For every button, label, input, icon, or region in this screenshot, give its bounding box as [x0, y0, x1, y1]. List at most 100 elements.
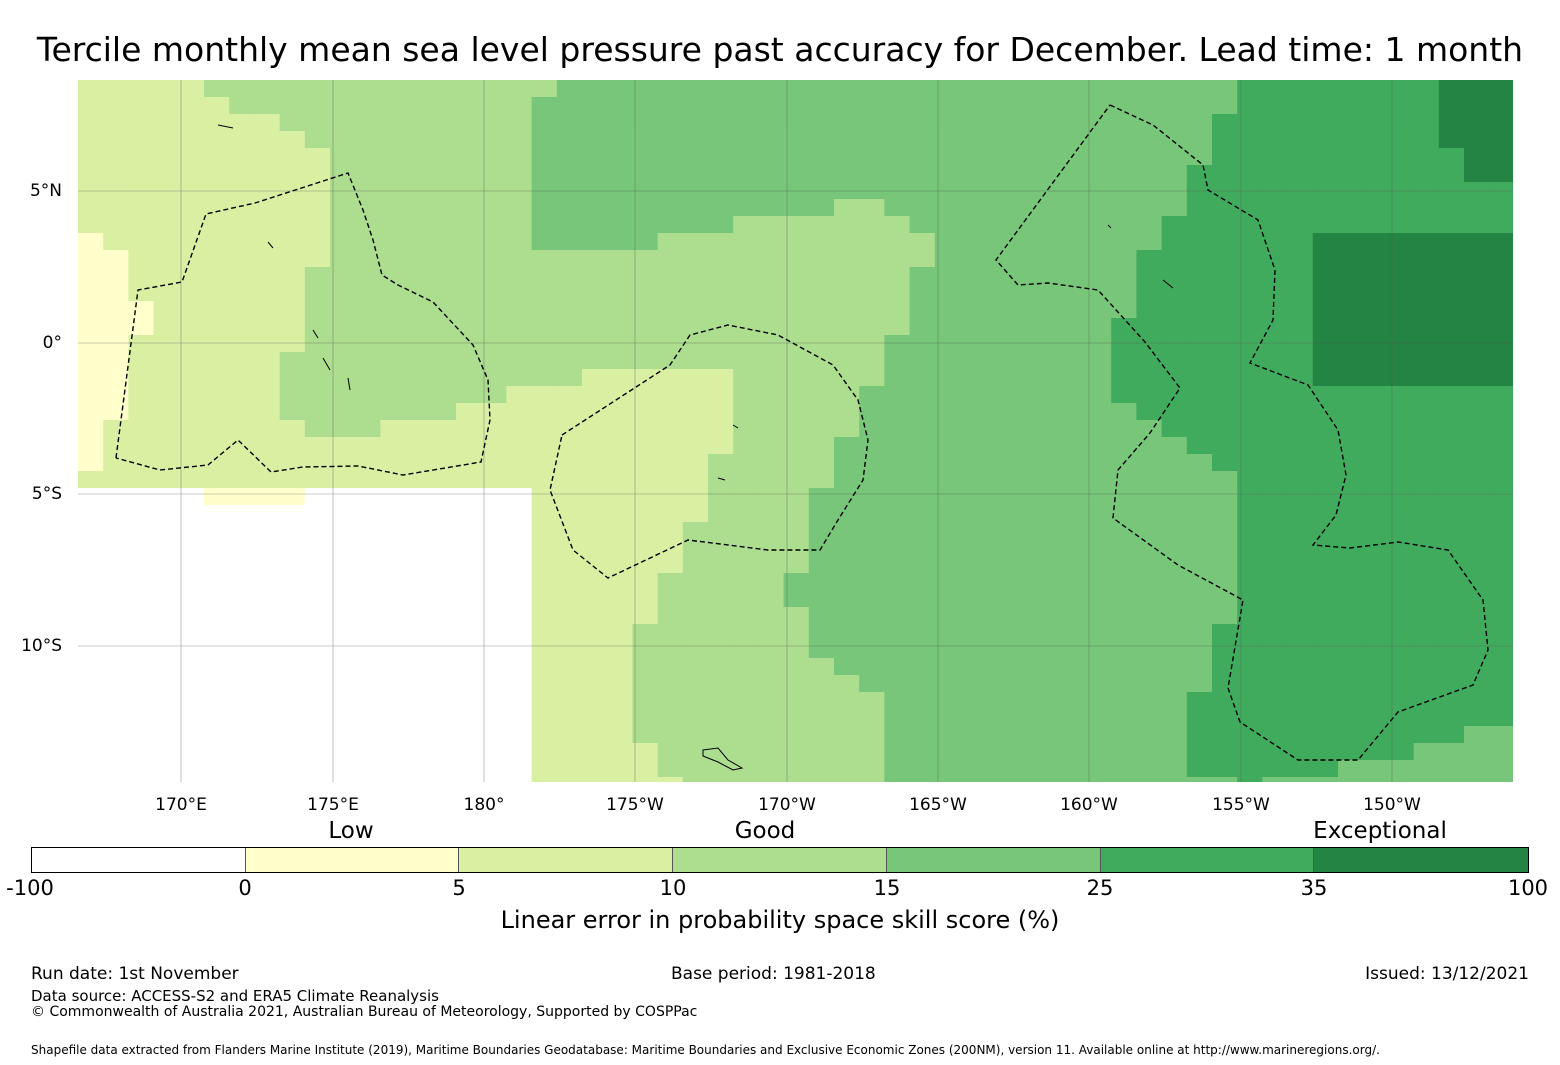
grid-cell	[1136, 97, 1163, 115]
grid-cell	[884, 539, 911, 557]
grid-cell	[153, 692, 180, 710]
grid-cell	[934, 233, 961, 251]
grid-cell	[103, 624, 129, 642]
grid-cell	[985, 301, 1011, 319]
grid-cell	[153, 301, 180, 319]
grid-cell	[405, 148, 432, 166]
grid-cell	[103, 80, 129, 98]
grid-cell	[1186, 556, 1213, 574]
grid-cell	[456, 488, 482, 506]
grid-cell	[1035, 641, 1062, 659]
grid-cell	[103, 352, 129, 370]
grid-cell	[456, 80, 482, 98]
grid-cell	[909, 777, 936, 782]
grid-cell	[985, 658, 1011, 676]
grid-cell	[1161, 522, 1188, 540]
grid-cell	[1237, 539, 1263, 557]
grid-cell	[708, 760, 734, 778]
grid-cell	[1161, 760, 1188, 778]
grid-cell	[178, 318, 205, 336]
grid-cell	[733, 437, 759, 455]
grid-cell	[1010, 369, 1037, 387]
grid-cell	[758, 624, 785, 642]
grid-cell	[1086, 114, 1112, 132]
grid-cell	[254, 607, 281, 625]
grid-cell	[380, 233, 407, 251]
coastlines	[217, 124, 1174, 771]
grid-cell	[178, 165, 205, 183]
grid-cell	[934, 216, 961, 234]
grid-cell	[985, 488, 1011, 506]
grid-cell	[254, 80, 281, 98]
grid-cell	[481, 233, 507, 251]
grid-cell	[909, 420, 936, 438]
grid-cell	[1464, 420, 1490, 438]
grid-cell	[1388, 454, 1415, 472]
grid-cell	[1161, 114, 1188, 132]
grid-cell	[758, 709, 785, 727]
grid-cell	[582, 165, 608, 183]
grid-cell	[506, 641, 533, 659]
grid-cell	[682, 573, 709, 591]
grid-cell	[859, 318, 885, 336]
grid-cell	[204, 607, 230, 625]
grid-cell	[128, 80, 155, 98]
grid-cell	[380, 590, 407, 608]
grid-cell	[783, 760, 810, 778]
grid-cell	[1136, 692, 1163, 710]
grid-cell	[1338, 216, 1364, 234]
grid-cell	[481, 437, 507, 455]
grid-cell	[556, 437, 583, 455]
grid-cell	[506, 488, 533, 506]
grid-cell	[1438, 505, 1465, 523]
grid-cell	[531, 284, 558, 302]
grid-cell	[1287, 284, 1314, 302]
grid-cell	[531, 743, 558, 761]
grid-cell	[657, 437, 684, 455]
grid-cell	[1010, 624, 1037, 642]
grid-cell	[279, 437, 306, 455]
grid-cell	[405, 726, 432, 744]
grid-cell	[1136, 318, 1163, 336]
grid-cell	[758, 301, 785, 319]
grid-cell	[279, 284, 306, 302]
eez-tokelau	[549, 324, 869, 579]
grid-cell	[1262, 641, 1289, 659]
grid-cell	[682, 233, 709, 251]
grid-cell	[481, 250, 507, 268]
grid-cell	[1363, 590, 1389, 608]
grid-cell	[1388, 216, 1415, 234]
grid-cell	[153, 658, 180, 676]
grid-cell	[1388, 420, 1415, 438]
grid-cell	[682, 80, 709, 98]
grid-cell	[1413, 335, 1440, 353]
lat-label-10s: 10°S	[21, 636, 62, 656]
grid-cell	[405, 658, 432, 676]
grid-cell	[632, 369, 659, 387]
grid-cell	[808, 505, 835, 523]
grid-cell	[430, 335, 457, 353]
grid-cell	[1136, 386, 1163, 404]
grid-cell	[481, 709, 507, 727]
grid-cell	[78, 97, 104, 115]
grid-cell	[1237, 267, 1263, 285]
grid-cell	[178, 726, 205, 744]
grid-cell	[1111, 505, 1137, 523]
grid-cell	[1086, 97, 1112, 115]
grid-cell	[128, 692, 155, 710]
grid-cell	[859, 709, 885, 727]
grid-cell	[178, 539, 205, 557]
grid-cell	[153, 318, 180, 336]
grid-cell	[783, 590, 810, 608]
grid-cell	[430, 233, 457, 251]
grid-cell	[834, 607, 860, 625]
grid-cell	[204, 488, 230, 506]
grid-cell	[657, 760, 684, 778]
grid-cell	[481, 760, 507, 778]
grid-cell	[153, 165, 180, 183]
grid-cell	[204, 726, 230, 744]
grid-cell	[1388, 131, 1415, 149]
grid-cell	[556, 607, 583, 625]
grid-cell	[481, 80, 507, 98]
grid-cell	[1186, 284, 1213, 302]
